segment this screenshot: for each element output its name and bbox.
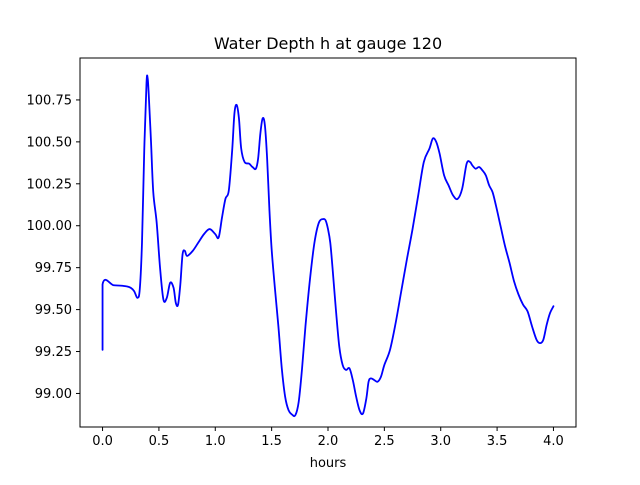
- x-tick-label: 3.5: [487, 434, 508, 449]
- plot-area: [101, 74, 555, 418]
- x-tick-label: 1.0: [205, 434, 226, 449]
- y-tick-label: 100.50: [27, 135, 73, 150]
- y-tick-label: 100.75: [27, 93, 73, 108]
- y-tick-label: 99.50: [35, 303, 72, 318]
- y-tick-label: 100.00: [27, 219, 73, 234]
- y-tick-label: 99.00: [35, 387, 72, 402]
- x-tick-label: 2.0: [318, 434, 339, 449]
- y-tick-label: 99.75: [35, 261, 72, 276]
- x-tick-label: 3.0: [430, 434, 451, 449]
- x-tick-label: 0.0: [92, 434, 113, 449]
- y-tick-label: 99.25: [35, 345, 72, 360]
- series-line: [101, 74, 555, 418]
- chart-title: Water Depth h at gauge 120: [214, 34, 442, 53]
- y-tick-label: 100.25: [27, 177, 73, 192]
- x-axis-label: hours: [310, 456, 347, 471]
- y-axis: 99.00 99.25 99.50 99.75 100.00 100.25 100.50 10…: [27, 93, 80, 402]
- x-tick-label: 2.5: [374, 434, 395, 449]
- x-tick-label: 0.5: [149, 434, 170, 449]
- x-axis: 0.0 0.5 1.0 1.5 2.0 2.5 3.0 3.5 4.0: [92, 427, 564, 449]
- x-tick-label: 4.0: [543, 434, 564, 449]
- x-tick-label: 1.5: [261, 434, 282, 449]
